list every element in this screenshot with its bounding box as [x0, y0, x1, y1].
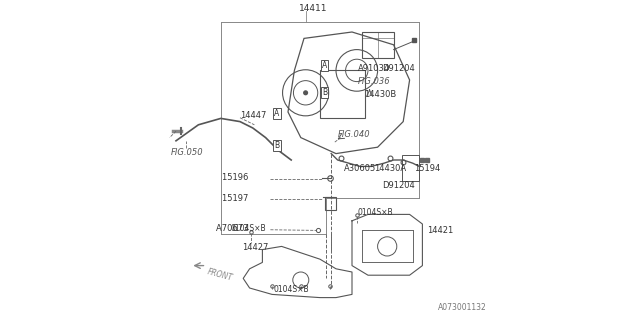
- Text: FIG.050: FIG.050: [172, 148, 204, 156]
- Text: 14427: 14427: [242, 244, 268, 252]
- Text: 15194: 15194: [415, 164, 441, 172]
- Text: A70673: A70673: [216, 224, 251, 233]
- Text: A073001132: A073001132: [438, 303, 487, 312]
- Bar: [362, 32, 394, 58]
- Bar: [325, 197, 336, 210]
- Text: 0104S×B: 0104S×B: [358, 208, 394, 217]
- Text: FIG.040: FIG.040: [338, 130, 370, 139]
- Text: A91034: A91034: [357, 64, 390, 73]
- Text: FIG.036: FIG.036: [357, 77, 390, 86]
- Text: 15196: 15196: [222, 173, 251, 182]
- Text: B: B: [274, 141, 280, 150]
- Text: A: A: [322, 61, 327, 70]
- Text: 14411: 14411: [300, 4, 328, 12]
- Text: D91204: D91204: [383, 181, 415, 190]
- Bar: [402, 155, 419, 181]
- Text: 0104S×B: 0104S×B: [230, 224, 266, 233]
- Text: 14430B: 14430B: [364, 90, 396, 99]
- Circle shape: [303, 90, 308, 95]
- Text: A30605: A30605: [344, 164, 376, 172]
- Bar: [320, 70, 365, 118]
- Text: FRONT: FRONT: [206, 267, 234, 283]
- Text: 15197: 15197: [222, 194, 251, 203]
- Text: 14447: 14447: [240, 111, 266, 120]
- Text: A: A: [274, 109, 280, 118]
- Text: B: B: [322, 88, 327, 97]
- Text: 14430A: 14430A: [374, 164, 406, 172]
- Text: 14421: 14421: [428, 226, 454, 235]
- Text: 0104S×B: 0104S×B: [274, 285, 309, 294]
- Text: D91204: D91204: [383, 64, 415, 73]
